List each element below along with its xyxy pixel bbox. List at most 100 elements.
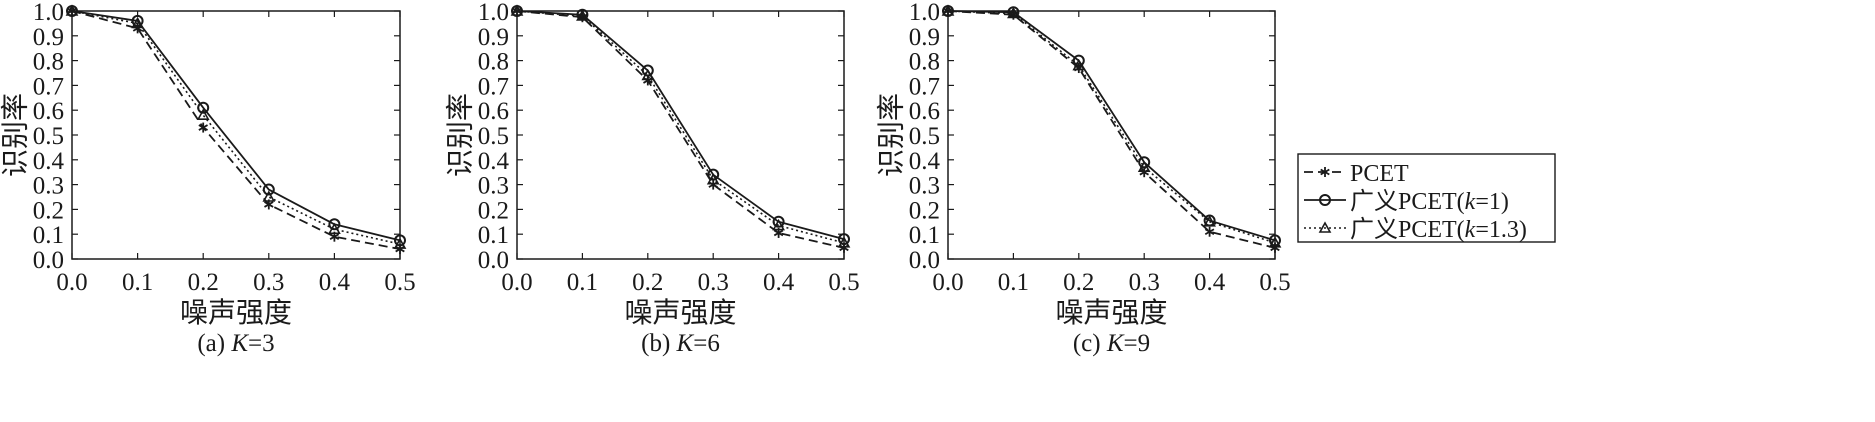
y-tick-label: 0.9 (33, 24, 64, 51)
y-tick-label: 0.3 (478, 173, 509, 200)
y-tick-label: 0.4 (909, 148, 941, 175)
y-tick-label: 0.4 (478, 148, 510, 175)
legend-item: 广义PCET(k=1) (1304, 188, 1509, 215)
y-tick-label: 0.9 (909, 24, 940, 51)
chart-panel-1: 0.00.10.20.30.40.50.60.70.80.91.00.0 0.1 0… (0, 0, 416, 357)
caption-suffix: =3 (248, 330, 275, 357)
y-tick-label: 0.8 (478, 49, 509, 76)
data-point (1072, 54, 1085, 67)
x-tick-label: 0.5 (828, 269, 859, 296)
data-point (1203, 215, 1216, 227)
data-point (707, 168, 720, 181)
data-point (1137, 160, 1151, 173)
x-axis-label: 噪声强度 (180, 297, 292, 329)
caption-prefix: (c) (1073, 330, 1107, 357)
data-point (328, 218, 341, 231)
y-tick-label: 0.3 (909, 173, 940, 200)
y-axis-label: 识别率 (444, 93, 476, 177)
caption-prefix: (b) (641, 330, 676, 357)
data-point (641, 68, 655, 81)
x-axis-label: 噪声强度 (1055, 297, 1167, 329)
x-tick-label: 0.1 (998, 269, 1029, 296)
data-point (706, 172, 720, 185)
y-tick-label: 1.0 (33, 0, 64, 26)
y-tick-label: 0.0 (33, 247, 64, 274)
x-tick-label: 0.3 (698, 269, 729, 296)
x-tick-label: 0.5 (384, 269, 415, 296)
y-axis-label: 识别率 (875, 93, 907, 177)
plot-frame (947, 10, 1276, 260)
series-line-1 (516, 10, 845, 249)
legend-marker (1318, 221, 1332, 233)
y-tick-label: 0.7 (478, 73, 509, 100)
y-tick-label: 0.8 (909, 49, 940, 76)
legend-marker (1320, 167, 1330, 177)
y-tick-label: 0.2 (478, 197, 509, 224)
x-tick-label: 0.1 (567, 269, 598, 296)
y-tick-label: 0.0 (909, 247, 940, 274)
series-line-3 (947, 10, 1276, 244)
y-tick-label: 0.4 (33, 148, 65, 175)
y-tick-label: 0.5 (478, 123, 509, 150)
y-tick-label: 0.6 (909, 98, 940, 125)
y-axis-label: 识别率 (0, 93, 31, 177)
x-tick-label: 0.2 (632, 269, 663, 296)
chart-panel-2: 0.00.10.20.30.40.50.60.70.80.91.00.0 0.1 0… (444, 0, 859, 357)
legend-label: 广义PCET(k=1.3) (1350, 216, 1527, 243)
x-tick-label: 0.0 (932, 269, 963, 296)
y-tick-label: 1.0 (909, 0, 940, 26)
x-axis-label: 噪声强度 (624, 297, 736, 329)
y-tick-label: 0.0 (478, 247, 509, 274)
data-point (328, 222, 341, 235)
y-tick-label: 0.2 (909, 197, 940, 224)
series-line-2 (516, 10, 845, 241)
data-point (1007, 6, 1020, 19)
y-tick-label: 0.1 (478, 222, 509, 249)
y-tick-label: 0.5 (33, 123, 64, 150)
legend-label: 广义PCET(k=1) (1350, 188, 1509, 215)
x-tick-label: 0.0 (56, 269, 87, 296)
caption-variable: K (676, 330, 695, 357)
data-point (1204, 226, 1215, 237)
series-line-2 (71, 10, 401, 242)
caption-variable: K (1106, 330, 1125, 357)
x-tick-label: 0.4 (319, 269, 351, 296)
series-line-3 (71, 10, 401, 245)
legend-label: PCET (1350, 161, 1409, 187)
chart-panel-3: 0.00.10.20.30.40.50.60.70.80.91.00.0 0.1 0… (875, 0, 1290, 357)
plot-frame (516, 10, 845, 260)
caption-suffix: =9 (1124, 330, 1151, 357)
x-tick-label: 0.0 (501, 269, 532, 296)
panel-caption: (b) K=6 (641, 330, 720, 357)
series-line-2 (947, 10, 1276, 242)
data-point (1072, 58, 1086, 71)
series-line-1 (947, 10, 1276, 249)
x-tick-label: 0.4 (763, 269, 795, 296)
series-line-1 (71, 10, 401, 250)
panel-caption: (a) K=3 (197, 330, 274, 357)
series-line-3 (516, 10, 845, 244)
x-tick-label: 0.3 (1129, 269, 1160, 296)
x-tick-label: 0.1 (122, 269, 153, 296)
x-tick-label: 0.2 (1063, 269, 1094, 296)
x-tick-label: 0.4 (1194, 269, 1226, 296)
data-point (196, 108, 210, 120)
y-tick-label: 0.6 (478, 98, 509, 125)
legend-item: 广义PCET(k=1.3) (1304, 216, 1527, 243)
y-tick-label: 0.5 (909, 123, 940, 150)
y-tick-label: 0.7 (909, 73, 940, 100)
legend-item: PCET (1304, 161, 1409, 187)
y-tick-label: 0.7 (33, 73, 64, 100)
y-tick-label: 0.1 (33, 222, 64, 249)
legend-marker (1319, 194, 1331, 206)
plot-frame (71, 10, 401, 260)
data-point (772, 218, 785, 231)
data-point (1138, 156, 1151, 169)
data-point (262, 190, 276, 202)
y-tick-label: 0.6 (33, 98, 64, 125)
data-point (131, 16, 144, 29)
y-tick-label: 0.3 (33, 173, 64, 200)
y-tick-label: 0.8 (33, 49, 64, 76)
